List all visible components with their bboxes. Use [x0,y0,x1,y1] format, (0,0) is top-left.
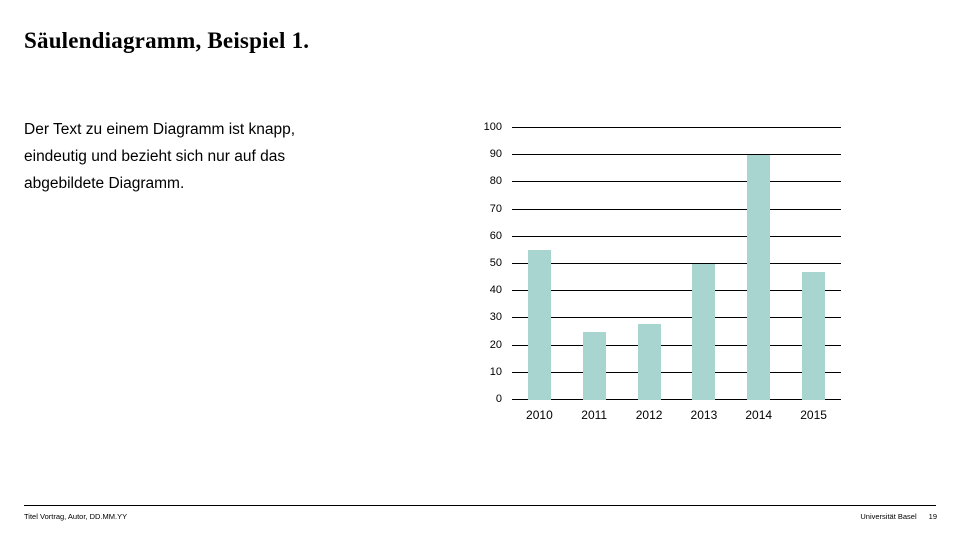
y-tick-label: 50 [489,257,502,269]
x-tick-label: 2015 [800,408,827,422]
gridline [512,345,841,346]
footer-right: Universität Basel 19 [860,512,937,521]
footer-divider [24,505,936,506]
bar-2010 [527,250,551,400]
y-tick-label: 40 [489,284,502,296]
bar-2015 [802,272,826,400]
page-number: 19 [928,512,937,521]
y-tick-label: 0 [495,393,502,405]
x-tick-label: 2011 [581,408,608,422]
gridline [512,263,841,264]
footer-organization: Universität Basel [860,512,917,521]
bar-2011 [582,332,606,400]
bar-2012 [637,323,661,400]
y-tick-label: 90 [489,148,502,160]
y-tick-label: 100 [483,121,502,133]
body-text-line: abgebildete Diagramm. [24,175,185,192]
gridline [512,372,841,373]
gridline [512,317,841,318]
y-tick-label: 80 [489,175,502,187]
x-tick-label: 2010 [526,408,553,422]
gridline [512,154,841,155]
gridline [512,181,841,182]
y-tick-label: 10 [489,366,502,378]
body-text-line: Der Text zu einem Diagramm ist knapp, [24,121,296,138]
x-tick-label: 2012 [635,408,663,422]
y-tick-label: 60 [489,230,502,242]
y-tick-label: 70 [489,203,502,215]
gridline [512,290,841,291]
gridline [512,127,841,128]
y-tick-label: 20 [489,339,502,351]
footer-presentation-info: Titel Vortrag, Autor, DD.MM.YY [24,512,128,521]
gridline [512,236,841,237]
x-tick-label: 2014 [745,408,773,422]
bar-2013 [692,264,716,400]
bar-2014 [747,155,771,400]
x-tick-label: 2013 [690,408,718,422]
x-axis-line [512,399,841,400]
gridline [512,209,841,210]
slide-title: Säulendiagramm, Beispiel 1. [24,28,310,53]
body-text-line: eindeutig und bezieht sich nur auf das [24,148,286,165]
y-tick-label: 30 [489,311,502,323]
body-text: Der Text zu einem Diagramm ist knapp, ei… [24,116,295,197]
